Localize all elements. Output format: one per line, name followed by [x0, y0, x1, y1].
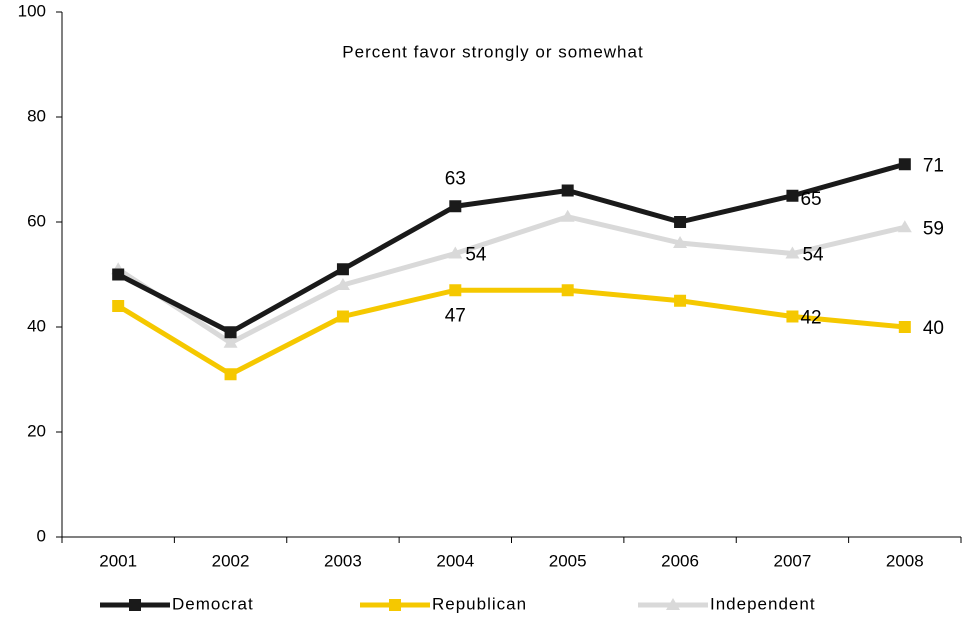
- point-marker: [335, 278, 350, 290]
- point-marker: [224, 368, 237, 381]
- point-marker: [448, 246, 463, 259]
- point-marker: [898, 321, 911, 333]
- x-tick-label: 2002: [212, 551, 250, 570]
- data-label: 54: [802, 245, 824, 266]
- x-tick-label: 2007: [774, 551, 812, 570]
- legend-label: Democrat: [172, 594, 254, 613]
- point-marker: [112, 268, 125, 281]
- y-tick-label: 40: [27, 316, 46, 335]
- x-tick-label: 2004: [436, 551, 474, 570]
- data-label: 42: [800, 308, 821, 329]
- point-marker: [449, 200, 462, 213]
- point-marker: [336, 310, 349, 323]
- point-marker: [786, 310, 799, 323]
- point-marker: [674, 216, 687, 228]
- point-marker: [336, 263, 349, 276]
- legend-marker: [129, 599, 141, 611]
- data-label: 54: [465, 245, 487, 266]
- point-marker: [561, 184, 574, 197]
- y-tick-label: 20: [27, 421, 46, 440]
- point-marker: [561, 284, 574, 297]
- y-tick-label: 60: [27, 211, 46, 230]
- legend-label: Independent: [710, 594, 816, 613]
- data-label: 40: [923, 318, 944, 339]
- y-tick-label: 0: [37, 526, 46, 545]
- data-label: 59: [923, 218, 944, 239]
- data-label: 47: [445, 305, 466, 326]
- x-tick-label: 2001: [99, 551, 137, 570]
- point-marker: [223, 335, 238, 348]
- data-label: 71: [923, 155, 944, 176]
- x-tick-label: 2003: [324, 551, 362, 570]
- point-marker: [224, 326, 237, 339]
- data-label: 63: [445, 168, 466, 189]
- legend-label: Republican: [432, 594, 527, 613]
- series-line: [117, 161, 906, 335]
- point-marker: [785, 246, 800, 259]
- point-marker: [560, 209, 575, 222]
- legend-marker: [389, 599, 401, 611]
- point-marker: [449, 284, 462, 297]
- y-tick-label: 80: [27, 106, 46, 125]
- point-marker: [674, 294, 687, 307]
- point-marker: [897, 220, 912, 233]
- x-tick-label: 2005: [549, 551, 587, 570]
- data-label: 65: [800, 189, 821, 210]
- x-tick-label: 2006: [661, 551, 699, 570]
- series-line: [116, 214, 906, 346]
- legend-marker: [666, 598, 680, 610]
- series-line: [116, 287, 906, 377]
- y-tick-label: 100: [18, 1, 46, 20]
- chart-title: Percent favor strongly or somewhat: [342, 42, 643, 61]
- x-tick-label: 2008: [886, 551, 924, 570]
- point-marker: [673, 236, 688, 248]
- point-marker: [112, 300, 125, 312]
- point-marker: [898, 158, 911, 171]
- point-marker: [786, 189, 799, 202]
